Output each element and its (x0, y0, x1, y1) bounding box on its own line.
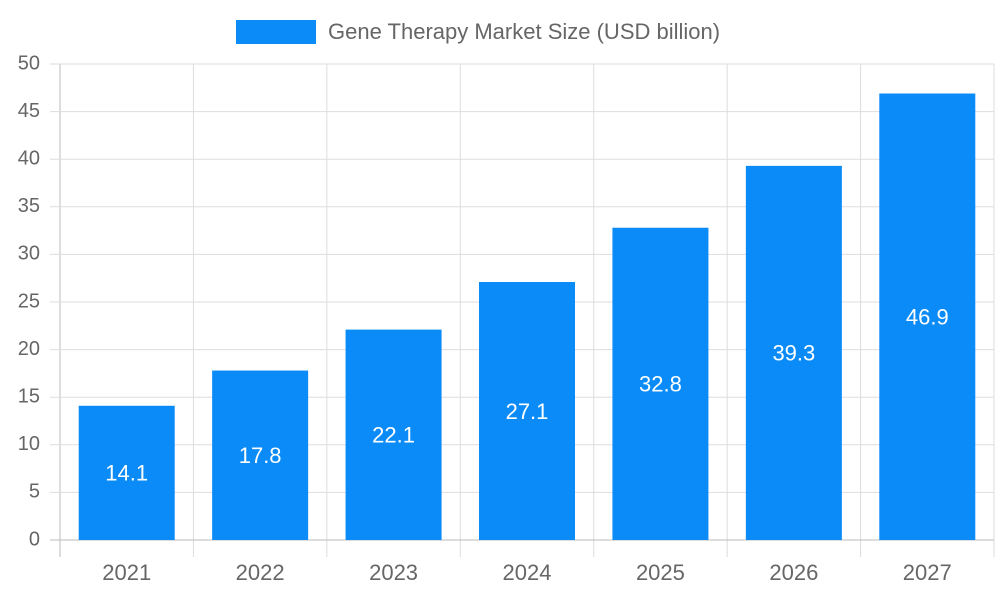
y-tick-label: 50 (18, 52, 40, 74)
y-tick-label: 40 (18, 147, 40, 169)
bar (612, 227, 709, 540)
x-tick-label: 2025 (636, 560, 685, 585)
x-tick-label: 2027 (903, 560, 952, 585)
data-label: 32.8 (639, 372, 682, 397)
x-tick-label: 2023 (369, 560, 418, 585)
bar (879, 93, 976, 541)
y-tick-label: 35 (18, 195, 40, 217)
x-tick-label: 2024 (503, 560, 552, 585)
x-tick-label: 2022 (236, 560, 285, 585)
y-tick-label: 30 (18, 243, 40, 265)
data-label: 39.3 (772, 341, 815, 366)
data-label: 27.1 (506, 399, 549, 424)
y-tick-label: 15 (18, 385, 40, 407)
y-tick-label: 20 (18, 338, 40, 360)
bar (212, 370, 309, 540)
bar (78, 405, 175, 540)
data-label: 17.8 (239, 443, 282, 468)
y-tick-label: 10 (18, 433, 40, 455)
y-tick-label: 5 (29, 481, 40, 503)
x-tick-label: 2021 (102, 560, 151, 585)
data-label: 14.1 (105, 461, 148, 486)
bar (745, 165, 842, 540)
data-label: 46.9 (906, 305, 949, 330)
x-tick-label: 2026 (769, 560, 818, 585)
bar (479, 282, 575, 540)
y-tick-label: 45 (18, 100, 40, 122)
bar (345, 329, 442, 540)
y-tick-label: 25 (18, 290, 40, 312)
legend-swatch (236, 20, 316, 44)
y-tick-label: 0 (29, 528, 40, 550)
legend-label: Gene Therapy Market Size (USD billion) (328, 19, 720, 44)
data-label: 22.1 (372, 423, 415, 448)
